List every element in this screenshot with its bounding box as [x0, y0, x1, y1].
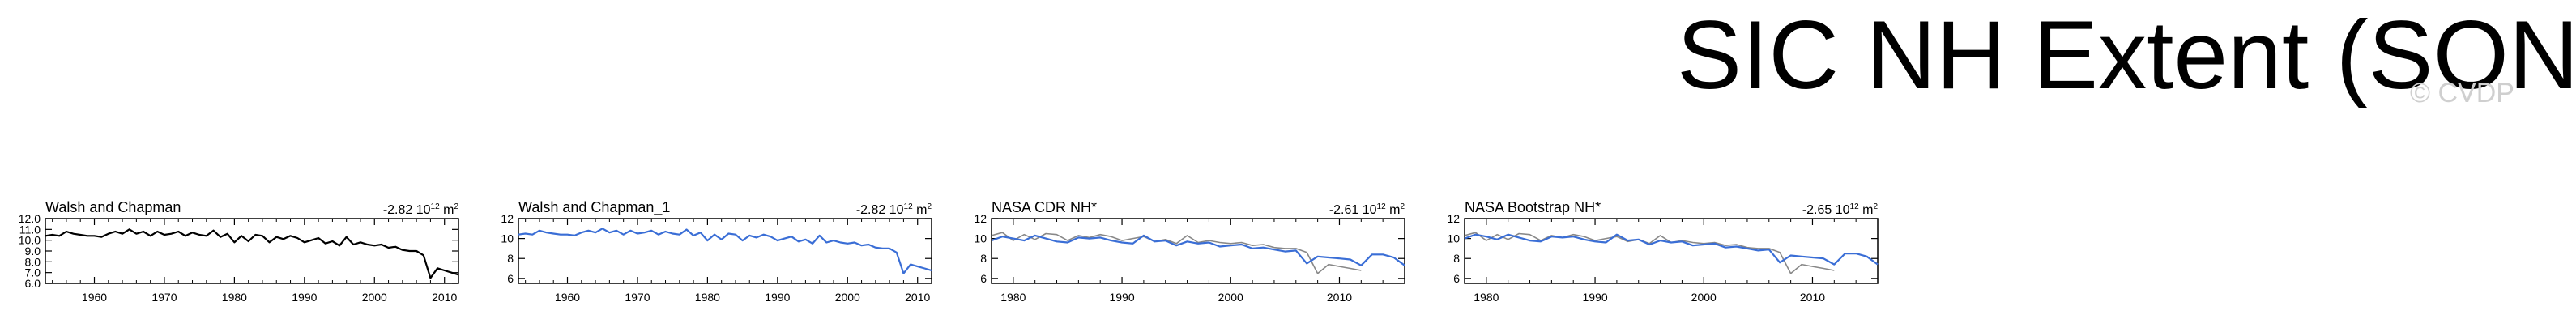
x-tick-label: 1990	[292, 291, 317, 304]
x-tick-label: 1980	[695, 291, 720, 304]
y-tick-label: 10	[1447, 232, 1460, 245]
panel-title: Walsh and Chapman	[45, 199, 181, 215]
plot-frame	[45, 218, 459, 284]
x-tick-label: 1990	[1582, 291, 1607, 304]
y-tick-label: 8	[507, 252, 514, 265]
x-tick-label: 1990	[1109, 291, 1134, 304]
plot-frame	[518, 218, 932, 284]
trend-label: -2.82 1012 m2	[856, 202, 932, 217]
x-tick-label: 1980	[1000, 291, 1026, 304]
y-tick-label: 12	[974, 212, 987, 225]
x-tick-label: 2010	[905, 291, 930, 304]
chart-panel: Walsh and Chapman -2.82 1012 m2 1960 1970 19…	[19, 199, 459, 304]
chart-panel: NASA CDR NH* -2.61 1012 m2 1980 1990 2000 201…	[974, 199, 1405, 304]
x-tick-label: 2010	[1800, 291, 1825, 304]
x-tick-label: 1960	[555, 291, 580, 304]
y-tick-label: 10	[974, 232, 987, 245]
y-tick-label: 12	[501, 212, 514, 225]
x-tick-label: 2000	[362, 291, 387, 304]
series-line	[1464, 233, 1879, 266]
y-tick-label: 12	[1447, 212, 1460, 225]
trend-label: -2.61 1012 m2	[1329, 202, 1405, 217]
plot-frame	[991, 218, 1405, 284]
y-tick-label: 8	[980, 252, 987, 265]
x-tick-label: 1970	[625, 291, 650, 304]
panel-title: NASA CDR NH*	[992, 199, 1097, 215]
chart-panel: NASA Bootstrap NH* -2.65 1012 m2 1980 1990 2…	[1447, 199, 1879, 304]
y-tick-label: 6	[980, 272, 987, 285]
x-tick-label: 1960	[82, 291, 107, 304]
x-tick-label: 1980	[1474, 291, 1499, 304]
y-tick-label: 10	[501, 232, 514, 245]
series-line	[991, 234, 1405, 266]
series-line	[45, 228, 459, 279]
y-tick-label: 10.0	[19, 234, 41, 247]
x-tick-label: 2010	[432, 291, 457, 304]
y-tick-label: 7.0	[25, 266, 41, 279]
chart-panel: Walsh and Chapman_1 -2.82 1012 m2 1960 1970…	[501, 199, 932, 304]
plot-frame	[1464, 218, 1879, 284]
y-tick-label: 12.0	[19, 212, 41, 225]
series-line	[518, 228, 932, 274]
x-tick-label: 2000	[1691, 291, 1717, 304]
cvdp-watermark: © CVDP	[2410, 78, 2514, 108]
x-tick-label: 1990	[765, 291, 790, 304]
x-tick-label: 2000	[1218, 291, 1243, 304]
trend-label: -2.82 1012 m2	[383, 202, 459, 217]
trend-label: -2.65 1012 m2	[1802, 202, 1879, 217]
panel-title: NASA Bootstrap NH*	[1465, 199, 1601, 215]
series-line	[991, 232, 1362, 274]
y-tick-label: 8.0	[25, 255, 41, 268]
x-tick-label: 2010	[1327, 291, 1352, 304]
y-tick-label: 9.0	[25, 245, 41, 257]
y-tick-label: 6	[1453, 272, 1460, 285]
x-tick-label: 2000	[835, 291, 860, 304]
y-tick-label: 11.0	[19, 223, 41, 236]
y-tick-label: 6.0	[25, 277, 41, 290]
panel-title: Walsh and Chapman_1	[518, 199, 670, 216]
x-tick-label: 1970	[151, 291, 177, 304]
x-tick-label: 1980	[222, 291, 247, 304]
y-tick-label: 6	[507, 272, 514, 285]
y-tick-label: 8	[1453, 252, 1460, 265]
figure-title: SIC NH Extent (SON)	[1677, 1, 2576, 109]
